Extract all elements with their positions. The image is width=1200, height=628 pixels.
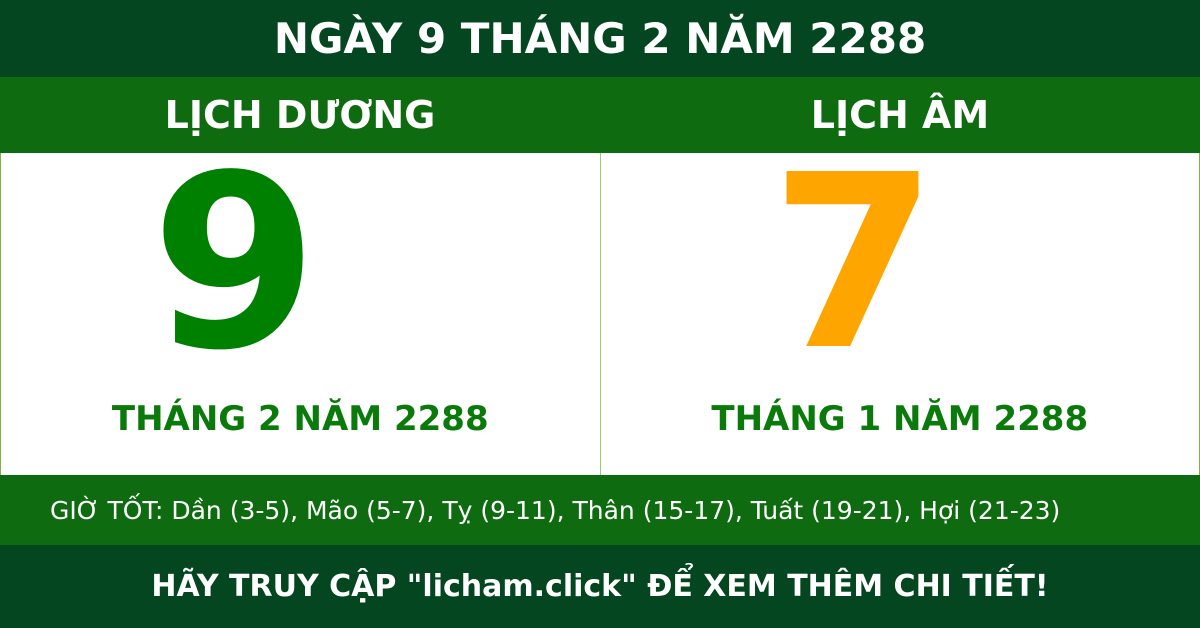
lunar-column: 7 THÁNG 1 NĂM 2288 bbox=[599, 143, 1200, 475]
good-hours: GIỜ TỐT: Dần (3-5), Mão (5-7), Tỵ (9-11)… bbox=[0, 475, 1200, 545]
footer-cta: HÃY TRUY CẬP "licham.click" ĐỂ XEM THÊM … bbox=[0, 545, 1200, 628]
page-title: NGÀY 9 THÁNG 2 NĂM 2288 bbox=[0, 0, 1200, 77]
solar-month-year: THÁNG 2 NĂM 2288 bbox=[111, 399, 489, 439]
lunar-month-year: THÁNG 1 NĂM 2288 bbox=[711, 399, 1089, 439]
lunar-calendar-heading: LỊCH ÂM bbox=[810, 93, 990, 137]
lunar-day: 7 bbox=[770, 123, 938, 403]
calendar-body: 9 THÁNG 2 NĂM 2288 7 THÁNG 1 NĂM 2288 bbox=[0, 143, 1200, 475]
solar-calendar-heading: LỊCH DƯƠNG bbox=[164, 93, 436, 137]
calendar-headers: LỊCH DƯƠNG LỊCH ÂM bbox=[0, 77, 1200, 153]
solar-column: 9 THÁNG 2 NĂM 2288 bbox=[1, 143, 600, 475]
solar-day: 9 bbox=[151, 123, 318, 403]
